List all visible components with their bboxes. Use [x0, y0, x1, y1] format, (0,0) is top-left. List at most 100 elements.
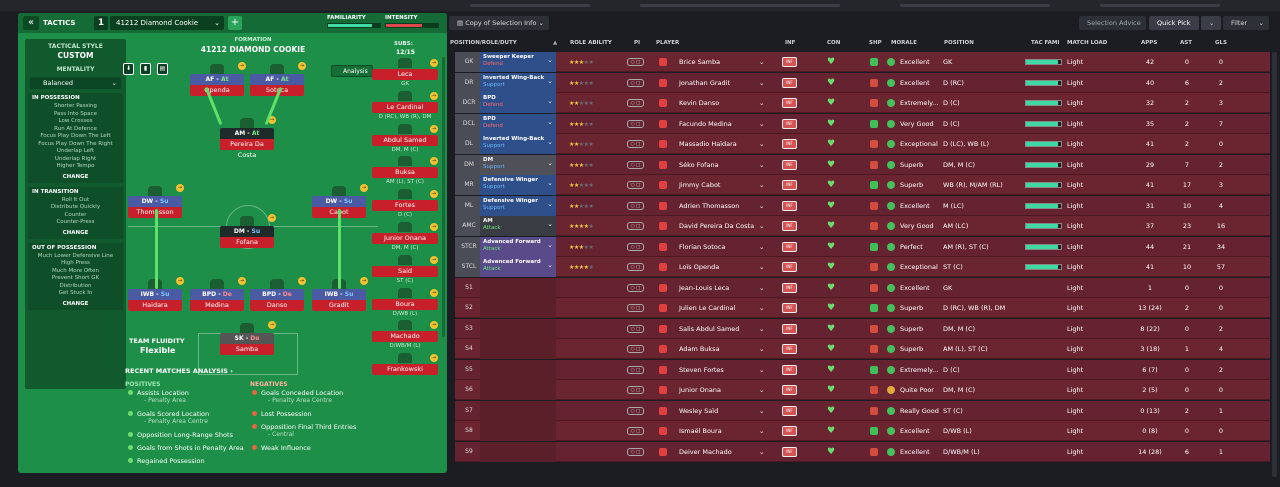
subs-scrollbar[interactable]	[442, 57, 445, 337]
col-shp[interactable]: SHP	[869, 40, 882, 46]
arrow-badge-icon[interactable]: →	[430, 157, 438, 166]
player-name[interactable]: Junior Onana	[679, 386, 721, 394]
arrow-badge-icon[interactable]: →	[360, 277, 368, 285]
table-row[interactable]: S2 ○ □ Julien Le Cardinal ⌄ INF ♥ Superb D (RC)…	[455, 298, 1270, 318]
table-row[interactable]: S6 ○ □ Junior Onana ⌄ INF ♥ Quite Poor DM, M (C…	[455, 380, 1270, 400]
table-row[interactable]: DCL BPD Defend ⌄ ★★★★★ ○ □ Facundo Medina ⌄ INF ♥…	[455, 113, 1270, 134]
col-player[interactable]: PLAYER	[656, 40, 680, 46]
arrow-badge-icon[interactable]: →	[430, 59, 438, 67]
table-row[interactable]: DM DM Support ⌄ ★★★★★ ○ □ Séko Fofana ⌄ INF ♥ Supe…	[455, 154, 1270, 175]
arrow-badge-icon[interactable]: →	[430, 124, 438, 133]
player-instructions-icon[interactable]: ○ □	[627, 78, 644, 87]
filter-dropdown[interactable]: Filter ⌄	[1223, 16, 1269, 30]
arrow-badge-icon[interactable]: →	[298, 277, 306, 285]
player-name[interactable]: Séko Fofana	[679, 160, 719, 169]
chevron-down-icon[interactable]: ⌄	[759, 242, 765, 251]
pitch-player-card[interactable]: BPD - De Danso	[250, 289, 304, 313]
col-match-load[interactable]: MATCH LOAD	[1067, 40, 1108, 46]
table-row[interactable]: STCR Advanced Forward Attack ⌄ ★★★★★ ○ □ Flori…	[455, 236, 1270, 257]
row-role-duty[interactable]: DM Support ⌄	[480, 154, 556, 175]
add-tactic-button[interactable]: +	[228, 16, 242, 30]
player-instructions-icon[interactable]: ○ □	[627, 181, 644, 189]
chevron-down-icon[interactable]: ⌄	[759, 160, 765, 169]
chevron-down-icon[interactable]: ⌄	[759, 365, 765, 374]
player-instructions-icon[interactable]: ○ □	[627, 345, 644, 353]
player-instructions-icon[interactable]: ○ □	[627, 222, 644, 230]
arrow-badge-icon[interactable]: →	[268, 214, 276, 222]
table-row[interactable]: S5 ○ □ Steven Fortes ⌄ INF ♥ Extremely... D (C)…	[455, 359, 1270, 380]
col-gls[interactable]: GLS	[1215, 40, 1227, 46]
pitch-player-card[interactable]: SK - De Samba	[220, 333, 274, 357]
arrow-badge-icon[interactable]: →	[238, 277, 246, 285]
player-instructions-icon[interactable]: ○ □	[627, 58, 644, 66]
arrow-badge-icon[interactable]: →	[268, 116, 276, 124]
player-name[interactable]: David Pereira Da Costa	[679, 222, 755, 230]
pitch-player-card[interactable]: IWB - Su Gradit	[312, 289, 366, 313]
col-position[interactable]: POSITION	[944, 40, 974, 46]
chevron-down-icon[interactable]: ⌄	[759, 119, 765, 128]
download-icon[interactable]: ⬇	[123, 63, 134, 75]
player-name[interactable]: Salis Abdul Samed	[679, 324, 740, 333]
sub-player[interactable]: Said ST (C)	[372, 265, 438, 284]
chevron-down-icon[interactable]: ⌄	[759, 99, 765, 107]
player-instructions-icon[interactable]: ○ □	[627, 406, 644, 415]
arrow-badge-icon[interactable]: →	[298, 62, 306, 70]
table-row[interactable]: S8 ○ □ Ismaël Boura ⌄ INF ♥ Excellent D/WB (L) L…	[455, 421, 1270, 441]
row-role-duty[interactable]: Defensive Winger Support ⌄	[480, 175, 556, 195]
player-name[interactable]: Facundo Medina	[679, 119, 732, 128]
chevron-down-icon[interactable]: ⌄	[759, 427, 765, 435]
player-instructions-icon[interactable]: ○ □	[627, 447, 644, 456]
arrow-badge-icon[interactable]: →	[430, 190, 438, 199]
player-instructions-icon[interactable]: ○ □	[627, 160, 644, 169]
tactic-slot-number[interactable]: 1	[94, 16, 108, 30]
player-name[interactable]: Julien Le Cardinal	[679, 304, 736, 312]
row-role-duty[interactable]: Inverted Wing-Back Support ⌄	[480, 72, 556, 93]
player-name[interactable]: Ismaël Boura	[679, 427, 722, 435]
copy-selection-dropdown[interactable]: ▤ Copy of Selection Info ⌄	[449, 16, 549, 30]
player-instructions-icon[interactable]: ○ □	[627, 119, 644, 128]
recent-matches-analysis-link[interactable]: RECENT MATCHES ANALYSIS ›	[125, 367, 233, 375]
player-name[interactable]: Jean-Louis Leca	[679, 283, 730, 292]
out-of-possession-change-button[interactable]: CHANGE	[62, 300, 89, 307]
player-instructions-icon[interactable]: ○ □	[627, 324, 644, 333]
arrow-badge-icon[interactable]: →	[238, 62, 246, 70]
chevron-down-icon[interactable]: ⌄	[759, 324, 765, 333]
row-role-duty[interactable]	[480, 277, 556, 298]
table-row[interactable]: S3 ○ □ Salis Abdul Samed ⌄ INF ♥ Superb DM, M (…	[455, 318, 1270, 339]
row-role-duty[interactable]	[480, 298, 556, 318]
player-instructions-icon[interactable]: ○ □	[627, 304, 644, 312]
sub-player[interactable]: Le Cardinal D (RC), WB (R), DM	[372, 101, 438, 120]
chevron-down-icon[interactable]: ⌄	[759, 140, 765, 148]
chevron-down-icon[interactable]: ⌄	[759, 345, 765, 353]
pitch-player-card[interactable]: BPD - De Medina	[190, 289, 244, 313]
sub-player[interactable]: Machado D/WB/M (L)	[372, 331, 438, 349]
table-row[interactable]: ML Defensive Winger Support ⌄ ★★★★★ ○ □ Adrien…	[455, 195, 1270, 216]
table-row[interactable]: S7 ○ □ Wesley Saïd ⌄ INF ♥ Really Good ST (C) Li…	[455, 400, 1270, 421]
row-role-duty[interactable]: Sweeper Keeper Defend ⌄	[480, 52, 556, 72]
col-position-role-duty[interactable]: POSITION/ROLE/DUTY	[450, 40, 517, 46]
row-role-duty[interactable]: AM Attack ⌄	[480, 216, 556, 236]
table-row[interactable]: S9 ○ □ Deiver Machado ⌄ INF ♥ Excellent D/WB/M …	[455, 441, 1270, 462]
row-role-duty[interactable]	[480, 441, 556, 462]
arrow-badge-icon[interactable]: →	[176, 184, 184, 192]
player-instructions-icon[interactable]: ○ □	[627, 99, 644, 107]
table-row[interactable]: AMC AM Attack ⌄ ★★★★★ ○ □ David Pereira Da Cos…	[455, 216, 1270, 236]
player-instructions-icon[interactable]: ○ □	[627, 242, 644, 251]
player-name[interactable]: Florian Sotoca	[679, 242, 726, 251]
player-instructions-icon[interactable]: ○ □	[627, 365, 644, 374]
chevron-down-icon[interactable]: ⌄	[759, 447, 765, 456]
chevron-down-icon[interactable]: ⌄	[759, 78, 765, 87]
arrow-badge-icon[interactable]: →	[268, 321, 276, 329]
row-role-duty[interactable]	[480, 339, 556, 359]
player-instructions-icon[interactable]: ○ □	[627, 386, 644, 394]
arrow-badge-icon[interactable]: →	[430, 91, 438, 100]
chevron-down-icon[interactable]: ⌄	[759, 201, 765, 210]
player-name[interactable]: Massadio Haïdara	[679, 140, 737, 148]
formation-name[interactable]: 41212 DIAMOND COOKIE	[200, 45, 306, 54]
analysis-button[interactable]: Analysis	[331, 65, 373, 77]
pitch-player-card[interactable]: DM - Su Fofana	[220, 226, 274, 250]
chevron-down-icon[interactable]: ⌄	[759, 263, 765, 271]
arrow-badge-icon[interactable]: →	[430, 354, 438, 363]
pitch-player-card[interactable]: AM - At Pereira Da Costa	[220, 128, 274, 159]
tactic-name-dropdown[interactable]: 41212 Diamond Cookie ⌄	[110, 16, 224, 30]
